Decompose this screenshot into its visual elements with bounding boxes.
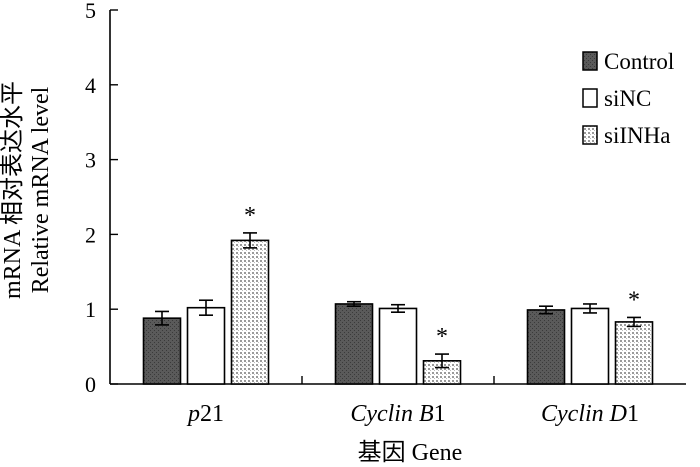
legend-item-control: Control (582, 49, 674, 74)
significance-star: * (436, 324, 448, 350)
bar-control-1 (334, 303, 374, 385)
y-tick-label: 5 (85, 0, 96, 23)
bar-siinha-0 (230, 239, 270, 385)
legend-swatch (582, 51, 598, 71)
bars: * * * (142, 203, 654, 385)
x-tick-label: p21 (186, 401, 224, 427)
x-axis-title: 基因 Gene (358, 439, 463, 466)
x-tick-label: Cyclin B1 (350, 401, 445, 427)
legend-item-siinha: siINHa (582, 123, 670, 148)
x-tick-label: Cyclin D1 (541, 401, 639, 427)
bar-control-0 (142, 317, 182, 385)
legend-item-sinc: siNC (582, 86, 651, 111)
legend-label: siINHa (604, 123, 670, 148)
category-labels: p21 Cyclin B1 Cyclin D1 (186, 401, 639, 427)
y-tick-label: 3 (85, 148, 96, 173)
y-axis-title: mRNA 相对表达水平 Relative mRNA level (0, 81, 54, 299)
y-tick-label: 1 (85, 297, 96, 322)
bar-sinc-2 (570, 307, 610, 385)
bar-control-2 (526, 309, 566, 385)
legend-label: siNC (604, 86, 651, 111)
significance-star: * (244, 203, 256, 229)
legend-label: Control (604, 49, 674, 74)
bar-sinc-0 (186, 306, 226, 385)
bar-sinc-1 (378, 307, 418, 385)
y-axis-title-line1: mRNA 相对表达水平 (0, 81, 26, 299)
y-tick-label: 2 (85, 222, 96, 247)
y-axis-title-line2: Relative mRNA level (28, 86, 54, 293)
legend: Control siNC siINHa (582, 49, 674, 148)
y-tick-label: 4 (85, 73, 96, 98)
legend-swatch (582, 88, 598, 108)
legend-swatch (582, 125, 598, 145)
y-tick-label: 0 (85, 372, 96, 397)
significance-star: * (628, 287, 640, 313)
bar-siinha-2 (614, 321, 654, 385)
